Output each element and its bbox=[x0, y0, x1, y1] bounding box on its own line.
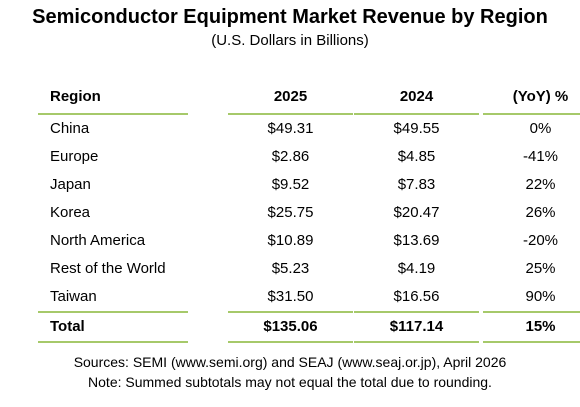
header-yoy: (YoY) % bbox=[512, 88, 569, 105]
table-row: Taiwan $31.50 $16.56 90% bbox=[38, 283, 558, 311]
table-total-row: Total $135.06 $117.14 15% bbox=[38, 313, 558, 341]
cell-region: Taiwan bbox=[50, 288, 97, 305]
table-row: Korea $25.75 $20.47 26% bbox=[38, 199, 558, 227]
cell-2025: $31.50 bbox=[267, 288, 314, 305]
cell-region: Japan bbox=[50, 176, 91, 193]
chart-subtitle: (U.S. Dollars in Billions) bbox=[211, 32, 369, 49]
bottom-rule-line-c bbox=[354, 341, 479, 343]
table-row: China $49.31 $49.55 0% bbox=[38, 115, 558, 143]
bottom-rule-line-a bbox=[38, 341, 188, 343]
table-row: Europe $2.86 $4.85 -41% bbox=[38, 143, 558, 171]
cell-2025: $5.23 bbox=[271, 260, 310, 277]
bottom-rule-line-b bbox=[228, 341, 353, 343]
header-rule-line-a bbox=[38, 113, 188, 115]
header-rule-line-c bbox=[354, 113, 479, 115]
cell-region: North America bbox=[50, 232, 146, 249]
total-region: Total bbox=[50, 318, 85, 335]
cell-2025: $9.52 bbox=[271, 176, 310, 193]
cell-2024: $4.19 bbox=[397, 260, 436, 277]
header-rule-line-b bbox=[228, 113, 353, 115]
cell-yoy: -41% bbox=[522, 148, 559, 165]
total-rule-line-c bbox=[354, 311, 479, 313]
total-rule-line-b bbox=[228, 311, 353, 313]
total-yoy: 15% bbox=[525, 318, 556, 335]
total-rule-line-a bbox=[38, 311, 188, 313]
header-rule-line-d bbox=[483, 113, 580, 115]
header-region: Region bbox=[50, 88, 101, 105]
cell-2024: $20.47 bbox=[393, 204, 440, 221]
total-rule-line-d bbox=[483, 311, 580, 313]
cell-2025: $10.89 bbox=[267, 232, 314, 249]
chart-title: Semiconductor Equipment Market Revenue b… bbox=[32, 6, 548, 28]
table-row: Japan $9.52 $7.83 22% bbox=[38, 171, 558, 199]
bottom-rules bbox=[38, 341, 580, 343]
cell-2025: $25.75 bbox=[267, 204, 314, 221]
cell-region: Rest of the World bbox=[50, 260, 166, 277]
table-header-row: Region 2025 2024 (YoY) % bbox=[38, 80, 568, 113]
table-body: China $49.31 $49.55 0% Europe $2.86 $4.85 -41% J… bbox=[38, 115, 558, 311]
cell-region: Korea bbox=[50, 204, 91, 221]
cell-yoy: 22% bbox=[525, 176, 556, 193]
revenue-table: Region 2025 2024 (YoY) % China $49.31 $49.… bbox=[38, 80, 580, 343]
cell-yoy: 0% bbox=[529, 120, 552, 137]
cell-2024: $16.56 bbox=[393, 288, 440, 305]
cell-yoy: 90% bbox=[525, 288, 556, 305]
table-row: Rest of the World $5.23 $4.19 25% bbox=[38, 255, 558, 283]
header-2025: 2025 bbox=[273, 88, 308, 105]
cell-region: Europe bbox=[50, 148, 99, 165]
footnotes: Sources: SEMI (www.semi.org) and SEAJ (w… bbox=[0, 352, 580, 392]
sources-note: Sources: SEMI (www.semi.org) and SEAJ (w… bbox=[73, 354, 507, 370]
cell-2024: $49.55 bbox=[393, 120, 440, 137]
rounding-note: Note: Summed subtotals may not equal the… bbox=[88, 374, 492, 390]
total-rules bbox=[38, 311, 580, 313]
total-2024: $117.14 bbox=[389, 318, 444, 335]
table-row: North America $10.89 $13.69 -20% bbox=[38, 227, 558, 255]
cell-2024: $7.83 bbox=[397, 176, 436, 193]
total-2025: $135.06 bbox=[263, 318, 318, 335]
cell-2025: $2.86 bbox=[271, 148, 310, 165]
cell-2024: $13.69 bbox=[393, 232, 440, 249]
header-rules bbox=[38, 113, 580, 115]
cell-yoy: 26% bbox=[525, 204, 556, 221]
cell-yoy: -20% bbox=[522, 232, 559, 249]
cell-yoy: 25% bbox=[525, 260, 556, 277]
header-2024: 2024 bbox=[399, 88, 434, 105]
cell-region: China bbox=[50, 120, 90, 137]
bottom-rule-line-d bbox=[483, 341, 580, 343]
cell-2025: $49.31 bbox=[267, 120, 314, 137]
cell-2024: $4.85 bbox=[397, 148, 436, 165]
